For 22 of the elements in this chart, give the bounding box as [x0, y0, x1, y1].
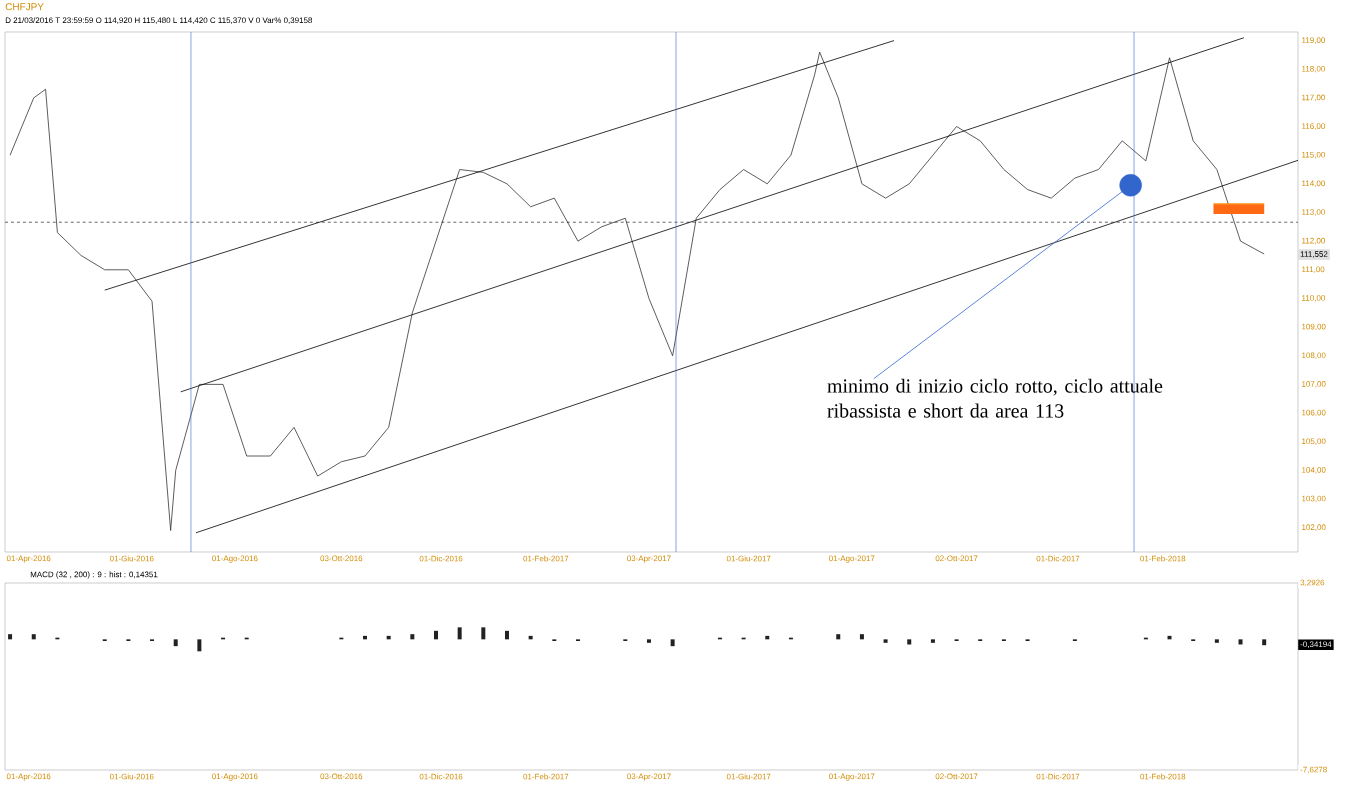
bar — [1214, 639, 1219, 643]
bar — [481, 627, 486, 640]
bar — [670, 639, 675, 647]
bar — [410, 634, 415, 640]
bar — [646, 639, 651, 643]
bar — [197, 639, 202, 652]
bar — [457, 627, 462, 640]
bar — [173, 639, 178, 647]
bar — [859, 634, 864, 640]
bar — [1238, 639, 1243, 645]
bar — [883, 639, 888, 643]
bar — [8, 634, 13, 640]
bar — [434, 630, 438, 640]
annotation: minimo di inizio ciclo rotto, ciclo attuale ribassista e short da area 113 — [827, 378, 1163, 418]
bar — [836, 634, 841, 640]
chart-title: CHFJPY — [5, 3, 44, 11]
bar — [504, 630, 509, 640]
bar — [1262, 639, 1267, 646]
bar — [930, 639, 935, 643]
line-series — [9, 51, 1265, 531]
bar — [31, 634, 36, 640]
bar — [907, 639, 912, 645]
